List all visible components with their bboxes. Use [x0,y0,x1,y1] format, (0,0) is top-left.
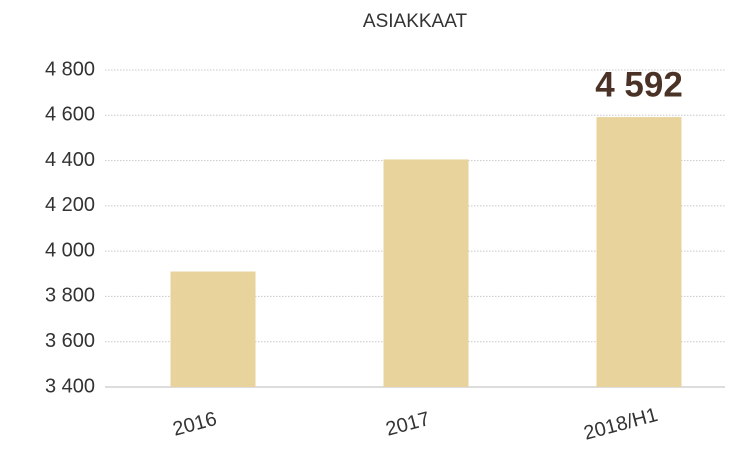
chart-title: ASIAKKAAT [363,11,468,32]
bar [170,271,256,387]
data-label: 4 592 [595,65,683,104]
y-tick-label: 3 600 [45,330,95,352]
y-tick-label: 4 600 [45,104,95,126]
y-tick-label: 4 400 [45,149,95,171]
x-tick-label: 2018/H1 [581,404,660,445]
y-tick-label: 4 000 [45,239,95,261]
y-tick-label: 4 800 [45,58,95,80]
x-tick-label: 2016 [170,408,219,441]
bar [596,117,682,388]
x-tick-label: 2017 [383,408,432,441]
bar [383,159,469,387]
y-tick-label: 4 200 [45,194,95,216]
y-tick-label: 3 800 [45,285,95,307]
y-tick-label: 3 400 [45,375,95,397]
